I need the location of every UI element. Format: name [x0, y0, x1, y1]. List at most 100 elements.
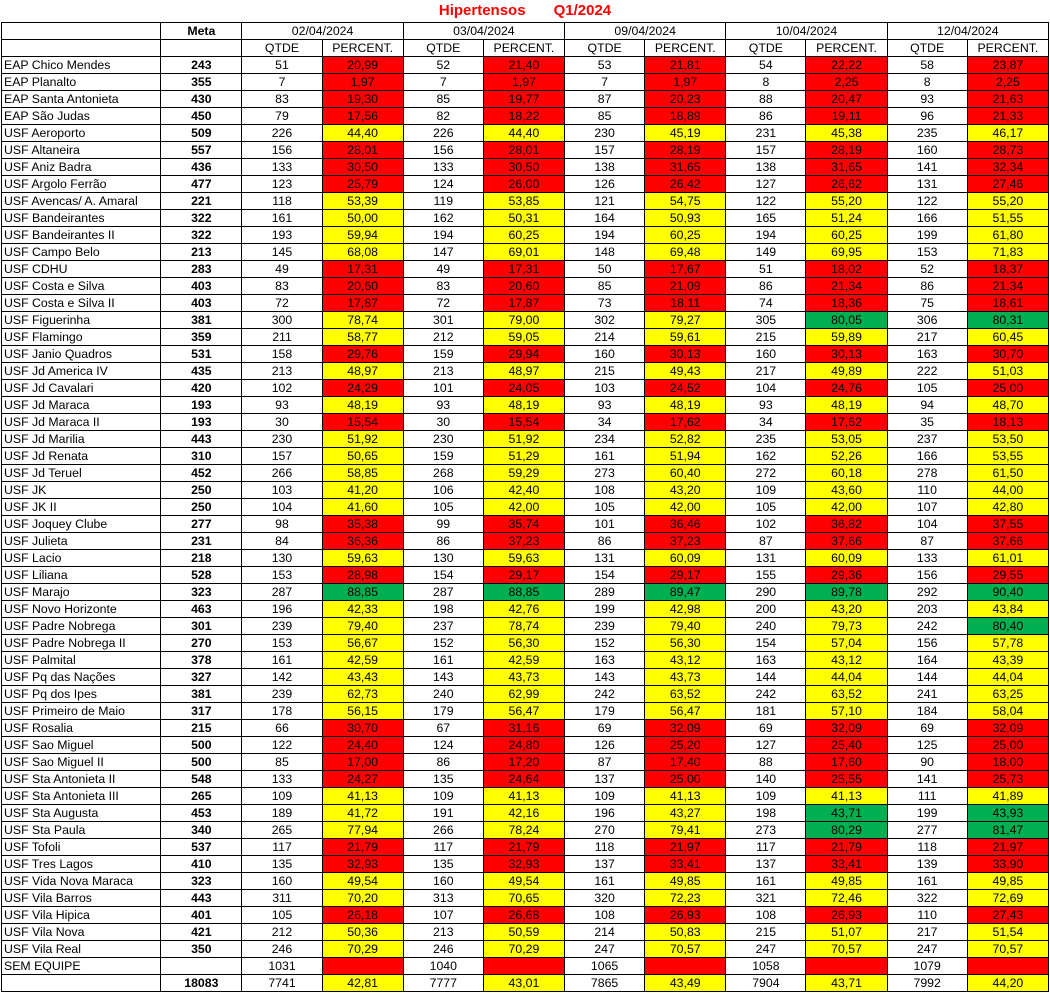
- percent-cell: 21,34: [966, 277, 1050, 295]
- percent-cell: 17,62: [644, 413, 727, 431]
- percent-cell: 28,01: [482, 141, 566, 159]
- qtde-cell: 1040: [402, 957, 484, 975]
- percent-cell: 60,25: [805, 226, 888, 244]
- percent-cell: 44,20: [966, 974, 1050, 992]
- qtde-cell: 160: [241, 872, 323, 890]
- unit-name-cell: USF Julieta: [0, 532, 162, 550]
- percent-cell: 60,40: [644, 464, 727, 482]
- qtde-cell: 199: [886, 226, 968, 244]
- percent-cell: 25,40: [805, 736, 888, 754]
- percent-cell: 28,19: [644, 141, 727, 159]
- meta-cell: 430: [160, 90, 243, 108]
- percent-cell: 70,29: [321, 940, 404, 958]
- title-right: Q1/2024: [553, 2, 612, 19]
- percent-cell: 42,00: [482, 498, 566, 516]
- qtde-cell: 88: [725, 753, 807, 771]
- percent-cell: 79,40: [321, 617, 404, 635]
- percent-cell: 28,19: [805, 141, 888, 159]
- qtde-cell: 237: [886, 430, 968, 448]
- percent-cell: 24,52: [644, 379, 727, 397]
- percent-cell: 29,94: [482, 345, 566, 363]
- table-row: USF Joquey Clube 277 98 35,38 99 35,74 101 36,4…: [0, 515, 1050, 533]
- qtde-cell: 240: [725, 617, 807, 635]
- qtde-cell: 163: [564, 651, 646, 669]
- qtde-cell: 160: [886, 141, 968, 159]
- percent-cell: 21,79: [321, 838, 404, 856]
- unit-name-cell: USF Sao Miguel II: [0, 753, 162, 771]
- qtde-cell: 131: [564, 549, 646, 567]
- qtde-cell: 50: [564, 260, 646, 278]
- percent-cell: 71,83: [966, 243, 1050, 261]
- percent-cell: 43,73: [644, 668, 727, 686]
- percent-cell: 48,19: [482, 396, 566, 414]
- qtde-cell: 1058: [725, 957, 807, 975]
- qtde-cell: 82: [402, 107, 484, 125]
- qtde-cell: 292: [886, 583, 968, 601]
- qtde-cell: 135: [241, 855, 323, 873]
- qtde-cell: 51: [241, 56, 323, 74]
- percent-cell: 61,01: [966, 549, 1050, 567]
- table-row: USF Sta Antonieta II 548 133 24,27 135 24,64 1…: [0, 770, 1050, 788]
- qtde-cell: 52: [886, 260, 968, 278]
- unit-name-cell: USF Campo Belo: [0, 243, 162, 261]
- qtde-cell: 277: [886, 821, 968, 839]
- percent-cell: 63,52: [805, 685, 888, 703]
- meta-cell: 327: [160, 668, 243, 686]
- qtde-cell: 203: [886, 600, 968, 618]
- qtde-cell: 160: [564, 345, 646, 363]
- table-row: USF Padre Nobrega II 270 153 56,67 152 56,30 1…: [0, 634, 1050, 652]
- meta-cell: 450: [160, 107, 243, 125]
- qtde-cell: 153: [241, 566, 323, 584]
- percent-cell: 56,47: [482, 702, 566, 720]
- qtde-cell: 126: [564, 175, 646, 193]
- qtde-cell: 239: [241, 617, 323, 635]
- qtde-cell: 213: [241, 362, 323, 380]
- percent-cell: 56,30: [644, 634, 727, 652]
- date-header: 03/04/2024: [402, 22, 566, 40]
- header-row-dates: Meta 02/04/2024 03/04/2024 09/04/2024 10…: [0, 22, 1050, 40]
- qtde-cell: 270: [564, 821, 646, 839]
- percent-cell: 37,23: [482, 532, 566, 550]
- table-row: USF Janio Quadros 531 158 29,76 159 29,94 160 3…: [0, 345, 1050, 363]
- percent-cell: 48,70: [966, 396, 1050, 414]
- table-row: USF Pq dos Ipes 381 239 62,73 240 62,99 242 63,…: [0, 685, 1050, 703]
- percent-cell: 51,92: [482, 430, 566, 448]
- percent-cell: 58,85: [321, 464, 404, 482]
- qtde-header: QTDE: [564, 39, 646, 57]
- percent-cell: 20,60: [321, 277, 404, 295]
- qtde-cell: 213: [402, 362, 484, 380]
- percent-cell: 49,54: [321, 872, 404, 890]
- percent-cell: 33,41: [644, 855, 727, 873]
- qtde-cell: 212: [402, 328, 484, 346]
- qtde-cell: 215: [725, 328, 807, 346]
- table-row: USF Vila Hipica 401 105 26,18 107 26,68 108 26,…: [0, 906, 1050, 924]
- unit-name-cell: USF Primeiro de Maio: [0, 702, 162, 720]
- percent-cell: 51,07: [805, 923, 888, 941]
- percent-cell: 43,12: [805, 651, 888, 669]
- percent-cell: [805, 957, 888, 975]
- qtde-cell: 247: [886, 940, 968, 958]
- qtde-cell: 7904: [725, 974, 807, 992]
- percent-cell: 49,85: [644, 872, 727, 890]
- percent-cell: 29,17: [644, 566, 727, 584]
- percent-cell: 21,40: [482, 56, 566, 74]
- percent-cell: 25,73: [966, 770, 1050, 788]
- percent-cell: 27,46: [966, 175, 1050, 193]
- percent-cell: 31,65: [805, 158, 888, 176]
- percent-cell: 53,85: [482, 192, 566, 210]
- percent-cell: 51,24: [805, 209, 888, 227]
- table-row: USF Flamingo 359 211 58,77 212 59,05 214 59,61 2…: [0, 328, 1050, 346]
- qtde-cell: 7992: [886, 974, 968, 992]
- qtde-cell: 179: [564, 702, 646, 720]
- percent-cell: [644, 957, 727, 975]
- qtde-cell: 230: [564, 124, 646, 142]
- percent-cell: 48,19: [805, 396, 888, 414]
- qtde-cell: 161: [402, 651, 484, 669]
- qtde-cell: 93: [402, 396, 484, 414]
- percent-cell: 28,01: [321, 141, 404, 159]
- unit-name-cell: USF Sta Paula: [0, 821, 162, 839]
- qtde-cell: 226: [241, 124, 323, 142]
- percent-cell: 43,71: [805, 804, 888, 822]
- qtde-cell: 239: [564, 617, 646, 635]
- percent-cell: 51,29: [482, 447, 566, 465]
